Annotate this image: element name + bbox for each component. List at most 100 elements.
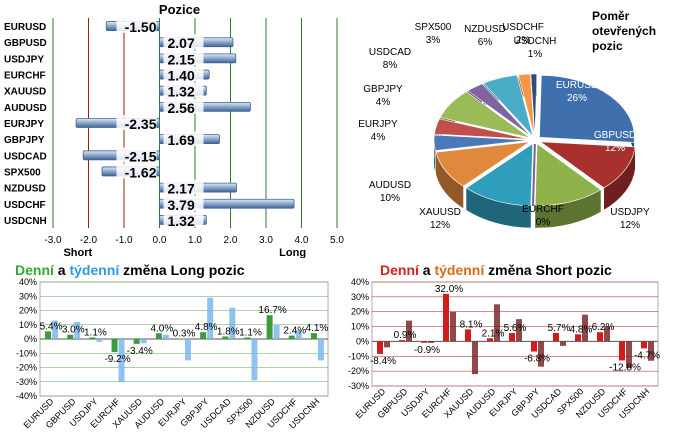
pie-value-eurchf: 0% xyxy=(536,217,551,228)
pie-slice-usdcad xyxy=(439,91,531,139)
daily-bar-xauusd xyxy=(465,329,471,342)
daily-value-label-gbpusd: 0.9% xyxy=(394,330,417,341)
weekly-bar-eurusd xyxy=(384,341,390,348)
daily-bar-usdcnh xyxy=(641,341,647,349)
y-tick-label: 0% xyxy=(356,336,369,346)
value-label-bg-nzdusd xyxy=(163,179,204,195)
weekly-bar-nzdusd xyxy=(273,324,280,339)
category-label-spx500: SPX500 xyxy=(4,167,41,178)
x-tick-label: -3.0 xyxy=(44,235,62,246)
x-tick-label: -1.0 xyxy=(115,235,133,246)
value-label-gbpjpy: 1.69 xyxy=(168,132,195,148)
daily-bar-eurusd xyxy=(45,331,52,339)
daily-value-label-usdchf: 2.4% xyxy=(283,326,306,337)
pie-value-xauusd: 12% xyxy=(430,220,450,231)
category-label-xauusd: XAUUSD xyxy=(4,87,46,98)
y-tick-label: -20% xyxy=(16,363,37,373)
value-label-bg-usdcnh xyxy=(163,211,204,227)
pie-label-spx500: SPX500 xyxy=(415,22,452,33)
value-label-spx500: -1.62 xyxy=(125,164,157,180)
pie-slice-gbpusd xyxy=(539,141,636,189)
pie-label-usdjpy: USDJPY xyxy=(610,207,650,218)
title-part-2: týdenní xyxy=(69,262,120,278)
pie-label-usdcnh: USDCNH xyxy=(514,36,557,47)
daily-bar-usdchf xyxy=(619,341,625,361)
weekly-bar-usdcad xyxy=(560,341,566,346)
title-part-1: a xyxy=(54,262,70,278)
category-label-eurjpy: EURJPY xyxy=(4,119,44,130)
daily-bar-usdcad xyxy=(553,332,559,342)
title-part-3: změna Short pozic xyxy=(484,262,612,278)
daily-bar-xauusd xyxy=(133,339,140,344)
pie-slice-side-audusd xyxy=(436,152,464,209)
weekly-bar-gbpusd xyxy=(406,320,412,342)
daily-bar-audusd xyxy=(487,338,493,342)
x-tick-label: 3.0 xyxy=(259,235,273,246)
pie-value-spx500: 3% xyxy=(426,35,441,46)
category-label-usdjpy: USDJPY xyxy=(4,54,44,65)
pie-slice-spx500 xyxy=(467,83,532,138)
change-chart-title: Denní a týdenní změna Long pozic xyxy=(15,262,245,278)
daily-value-label-xauusd: 8.1% xyxy=(460,319,483,330)
weekly-bar-audusd xyxy=(494,304,500,342)
category-label-eurusd: EURUSD xyxy=(4,22,46,33)
pie-label-eurusd: EURUSD xyxy=(556,80,598,91)
daily-bar-usdcnh xyxy=(310,333,317,339)
x-tick-label: 5.0 xyxy=(330,235,344,246)
weekly-bar-usdcad xyxy=(229,307,236,339)
y-tick-label: 30% xyxy=(19,291,37,301)
pie-value-nzdusd: 6% xyxy=(478,37,493,48)
pie-title-line-2: pozic xyxy=(592,39,623,53)
short-label: Short xyxy=(63,247,92,258)
y-tick-label: 10% xyxy=(351,322,369,332)
daily-value-label-xauusd: -3.4% xyxy=(127,346,153,357)
daily-value-label-usdcad: 5.7% xyxy=(548,323,571,334)
daily-bar-gbpjpy xyxy=(531,341,537,352)
value-label-bg-gbpusd xyxy=(163,34,204,50)
pie-label-xauusd: XAUUSD xyxy=(419,207,461,218)
pie-label-nzdusd: NZDUSD xyxy=(464,24,506,35)
daily-bar-usdjpy xyxy=(421,341,427,343)
positions-chart-title: Pozice xyxy=(159,2,200,17)
open-positions-pie-panel: EURUSD 26% GBPUSD 12% USDJPY 12% EURCHF 0% XAUUS… xyxy=(345,0,680,258)
long-change-bar-chart: Denní a týdenní změna Long pozic40%30%20… xyxy=(15,262,328,431)
daily-value-label-eurchf: -9.2% xyxy=(104,354,130,365)
pie-label-usdcad: USDCAD xyxy=(369,47,411,58)
pie-value-eurjpy: 4% xyxy=(371,132,386,143)
pie-slice-eurjpy xyxy=(433,134,530,151)
x-tick-label: 1.0 xyxy=(188,235,202,246)
pie-slice-audusd xyxy=(435,141,530,187)
pie-slice-side-xauusd xyxy=(466,188,531,228)
y-tick-label: 40% xyxy=(351,277,369,287)
y-tick-label: 20% xyxy=(351,307,369,317)
daily-bar-audusd xyxy=(155,333,162,339)
pie-value-usdjpy: 12% xyxy=(620,220,640,231)
y-tick-label: -30% xyxy=(348,381,369,391)
value-label-usdcnh: 1.32 xyxy=(168,213,195,229)
weekly-bar-usdcnh xyxy=(317,339,324,361)
y-tick-label: -10% xyxy=(348,351,369,361)
daily-value-label-usdcad: 1.8% xyxy=(217,326,240,337)
daily-value-label-eurusd: -8.4% xyxy=(370,356,396,367)
value-label-audusd: 2.56 xyxy=(168,100,195,116)
daily-bar-spx500 xyxy=(575,334,581,342)
value-label-xauusd: 1.32 xyxy=(168,84,195,100)
category-label-eurchf: EURCHF xyxy=(4,71,46,82)
daily-value-label-eurchf: 32.0% xyxy=(435,284,463,295)
pie-label-usdchf: USDCHF xyxy=(502,22,544,33)
daily-value-label-usdchf: -12.8% xyxy=(609,362,641,373)
weekly-bar-usdjpy xyxy=(96,339,103,342)
pie-label-gbpjpy: GBPJPY xyxy=(363,84,403,95)
daily-value-label-spx500: 1.1% xyxy=(239,327,262,338)
pie-slice-side-gbpusd xyxy=(604,146,636,210)
value-label-nzdusd: 2.17 xyxy=(168,181,195,197)
short-change-chart-panel: Denní a týdenní změna Short pozic 40% 30% 2… xyxy=(340,258,680,443)
daily-bar-gbpusd xyxy=(67,334,74,339)
short-change-bar-chart: Denní a týdenní změna Short pozic 40% 30% 2… xyxy=(348,262,660,421)
title-part-2: týdenní xyxy=(434,262,485,278)
value-label-bg-usdchf xyxy=(163,195,204,211)
y-tick-label: 10% xyxy=(19,320,37,330)
x-tick-label: -2.0 xyxy=(80,235,98,246)
pie-title-line-1: otevřených xyxy=(592,24,656,38)
value-label-bg-gbpjpy xyxy=(163,131,204,147)
